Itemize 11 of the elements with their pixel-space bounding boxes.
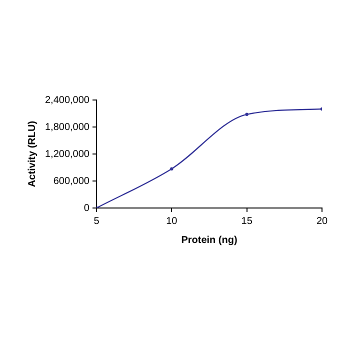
y-tick-label: 1,200,000 — [44, 148, 90, 160]
y-axis-title: Activity (RLU) — [26, 120, 38, 188]
y-tick-label: 1,800,000 — [44, 122, 90, 133]
x-tick-label: 20 — [316, 216, 328, 227]
y-tick-label: 0 — [84, 202, 90, 214]
y-tick-label: 2,400,000 — [44, 94, 90, 106]
y-tick-label: 600,000 — [53, 176, 90, 187]
x-tick-label: 10 — [166, 216, 178, 227]
x-tick-label: 15 — [241, 216, 253, 227]
x-tick-label: 5 — [94, 216, 100, 227]
x-axis-title: Protein (ng) — [181, 234, 238, 246]
